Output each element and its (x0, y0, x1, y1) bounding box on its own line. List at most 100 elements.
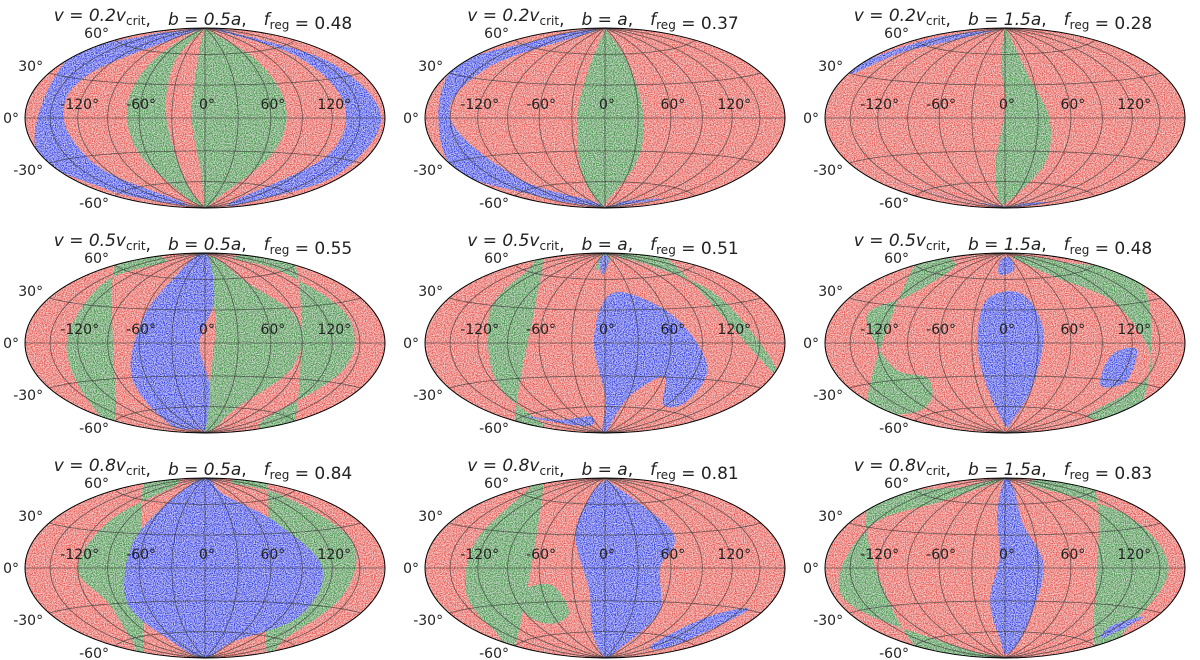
parallel-line (848, 600, 1162, 614)
lat-tick-label: 60° (84, 476, 109, 492)
lat-tick-label: 30° (18, 284, 43, 300)
lon-tick-label: -60° (926, 97, 956, 113)
lon-tick-label: 0° (199, 322, 215, 338)
lat-tick-label: 0° (403, 336, 419, 352)
graticule (425, 478, 785, 658)
lon-tick-label: -120° (860, 547, 899, 563)
map-outline (24, 477, 386, 659)
parallel-line (448, 600, 762, 614)
parallel-line (448, 72, 762, 86)
lat-tick-label: -60° (79, 196, 109, 212)
panel-title: v = 0.2vcrit, b = 0.5a, freg = 0.48 (54, 6, 352, 34)
map-panel-9: -120° -60° 0° 60° 120° 60° 30° 0° -30° -60° v = 0.… (803, 456, 1186, 660)
lon-tick-label: -120° (860, 322, 899, 338)
lon-tick-label: 120° (717, 322, 751, 338)
lat-tick-label: -30° (413, 613, 443, 629)
parallel-line (848, 375, 1162, 389)
lon-tick-label: 120° (317, 97, 351, 113)
lon-tick-label: 60° (1060, 322, 1085, 338)
lon-tick-label: -60° (926, 547, 956, 563)
parallel-line (114, 631, 296, 647)
lon-tick-label: -120° (460, 322, 499, 338)
region-green-3 (995, 28, 1052, 205)
map-outline (24, 252, 386, 434)
parallel-line (114, 406, 296, 422)
parallel-line (114, 489, 296, 505)
parallel-line (848, 522, 1162, 536)
lat-tick-label: 60° (884, 26, 909, 42)
lat-tick-label: 60° (484, 251, 509, 267)
lat-tick-label: -60° (879, 646, 909, 660)
region-green-1 (838, 478, 1003, 658)
lat-tick-label: 60° (484, 476, 509, 492)
lat-tick-label: -30° (13, 613, 43, 629)
parallel-line (514, 39, 696, 55)
panel-title: v = 0.8vcrit, b = 0.5a, freg = 0.84 (54, 456, 352, 484)
region-blue-1 (34, 28, 205, 207)
parallel-line (114, 39, 296, 55)
region-blue-1 (438, 29, 663, 208)
lat-tick-label: -60° (479, 646, 509, 660)
lon-tick-label: 0° (999, 547, 1015, 563)
parallel-line (48, 150, 362, 164)
lat-tick-label: -30° (813, 388, 843, 404)
lat-tick-label: 0° (3, 336, 19, 352)
lon-tick-label: 60° (1060, 97, 1085, 113)
panel-title: v = 0.5vcrit, b = 1.5a, freg = 0.48 (854, 231, 1152, 259)
parallel-line (48, 375, 362, 389)
graticule (825, 253, 1185, 433)
parallel-line (914, 489, 1096, 505)
lon-tick-label: -120° (460, 547, 499, 563)
parallel-line (448, 375, 762, 389)
parallel-line (48, 72, 362, 86)
lat-tick-label: 30° (818, 284, 843, 300)
graticule (25, 478, 385, 658)
lat-tick-label: -30° (813, 613, 843, 629)
lon-tick-label: -60° (526, 322, 556, 338)
parallel-line (514, 181, 696, 197)
lon-tick-label: 120° (1117, 97, 1151, 113)
lon-tick-label: -120° (60, 322, 99, 338)
lon-tick-label: 60° (660, 322, 685, 338)
region-green-1 (66, 253, 168, 431)
region-blue-3 (990, 478, 1044, 655)
lon-tick-label: -60° (926, 322, 956, 338)
region-blue-2 (881, 179, 1049, 208)
lon-tick-label: 60° (260, 322, 285, 338)
lat-tick-label: 60° (84, 26, 109, 42)
region-blue-3 (575, 480, 676, 658)
map-panel-8: -120° -60° 0° 60° 120° 60° 30° 0° -30° -60° v = 0.… (403, 456, 786, 660)
lon-tick-label: 0° (199, 97, 215, 113)
lat-tick-label: 30° (18, 59, 43, 75)
lat-tick-label: -30° (413, 163, 443, 179)
lon-tick-label: 0° (599, 322, 615, 338)
lat-tick-label: 0° (3, 561, 19, 577)
lat-tick-label: 60° (484, 26, 509, 42)
region-blue-4 (1100, 616, 1144, 639)
map-outline (824, 477, 1186, 659)
lat-tick-label: 0° (3, 111, 19, 127)
lat-tick-label: -30° (813, 163, 843, 179)
lon-tick-label: -120° (460, 97, 499, 113)
lat-tick-label: -60° (879, 196, 909, 212)
lon-tick-label: 0° (999, 322, 1015, 338)
parallel-line (48, 297, 362, 311)
map-panel-1: -120° -60° 0° 60° 120° 60° 30° 0° -30° -60° v = 0.… (3, 6, 386, 212)
lat-tick-label: 0° (803, 561, 819, 577)
lat-tick-label: 0° (403, 561, 419, 577)
region-green-2 (1027, 478, 1169, 654)
map-outline (824, 252, 1186, 434)
parallel-line (448, 297, 762, 311)
lat-tick-label: -30° (413, 388, 443, 404)
region-green-2 (577, 28, 645, 207)
parallel-line (514, 489, 696, 505)
lat-tick-label: 0° (803, 111, 819, 127)
region-green-2 (520, 583, 569, 624)
graticule (425, 28, 785, 208)
region-green-2 (1012, 255, 1153, 420)
lon-tick-label: 60° (260, 97, 285, 113)
lat-tick-label: -60° (479, 421, 509, 437)
lon-tick-label: 120° (317, 322, 351, 338)
lat-tick-label: -60° (79, 646, 109, 660)
